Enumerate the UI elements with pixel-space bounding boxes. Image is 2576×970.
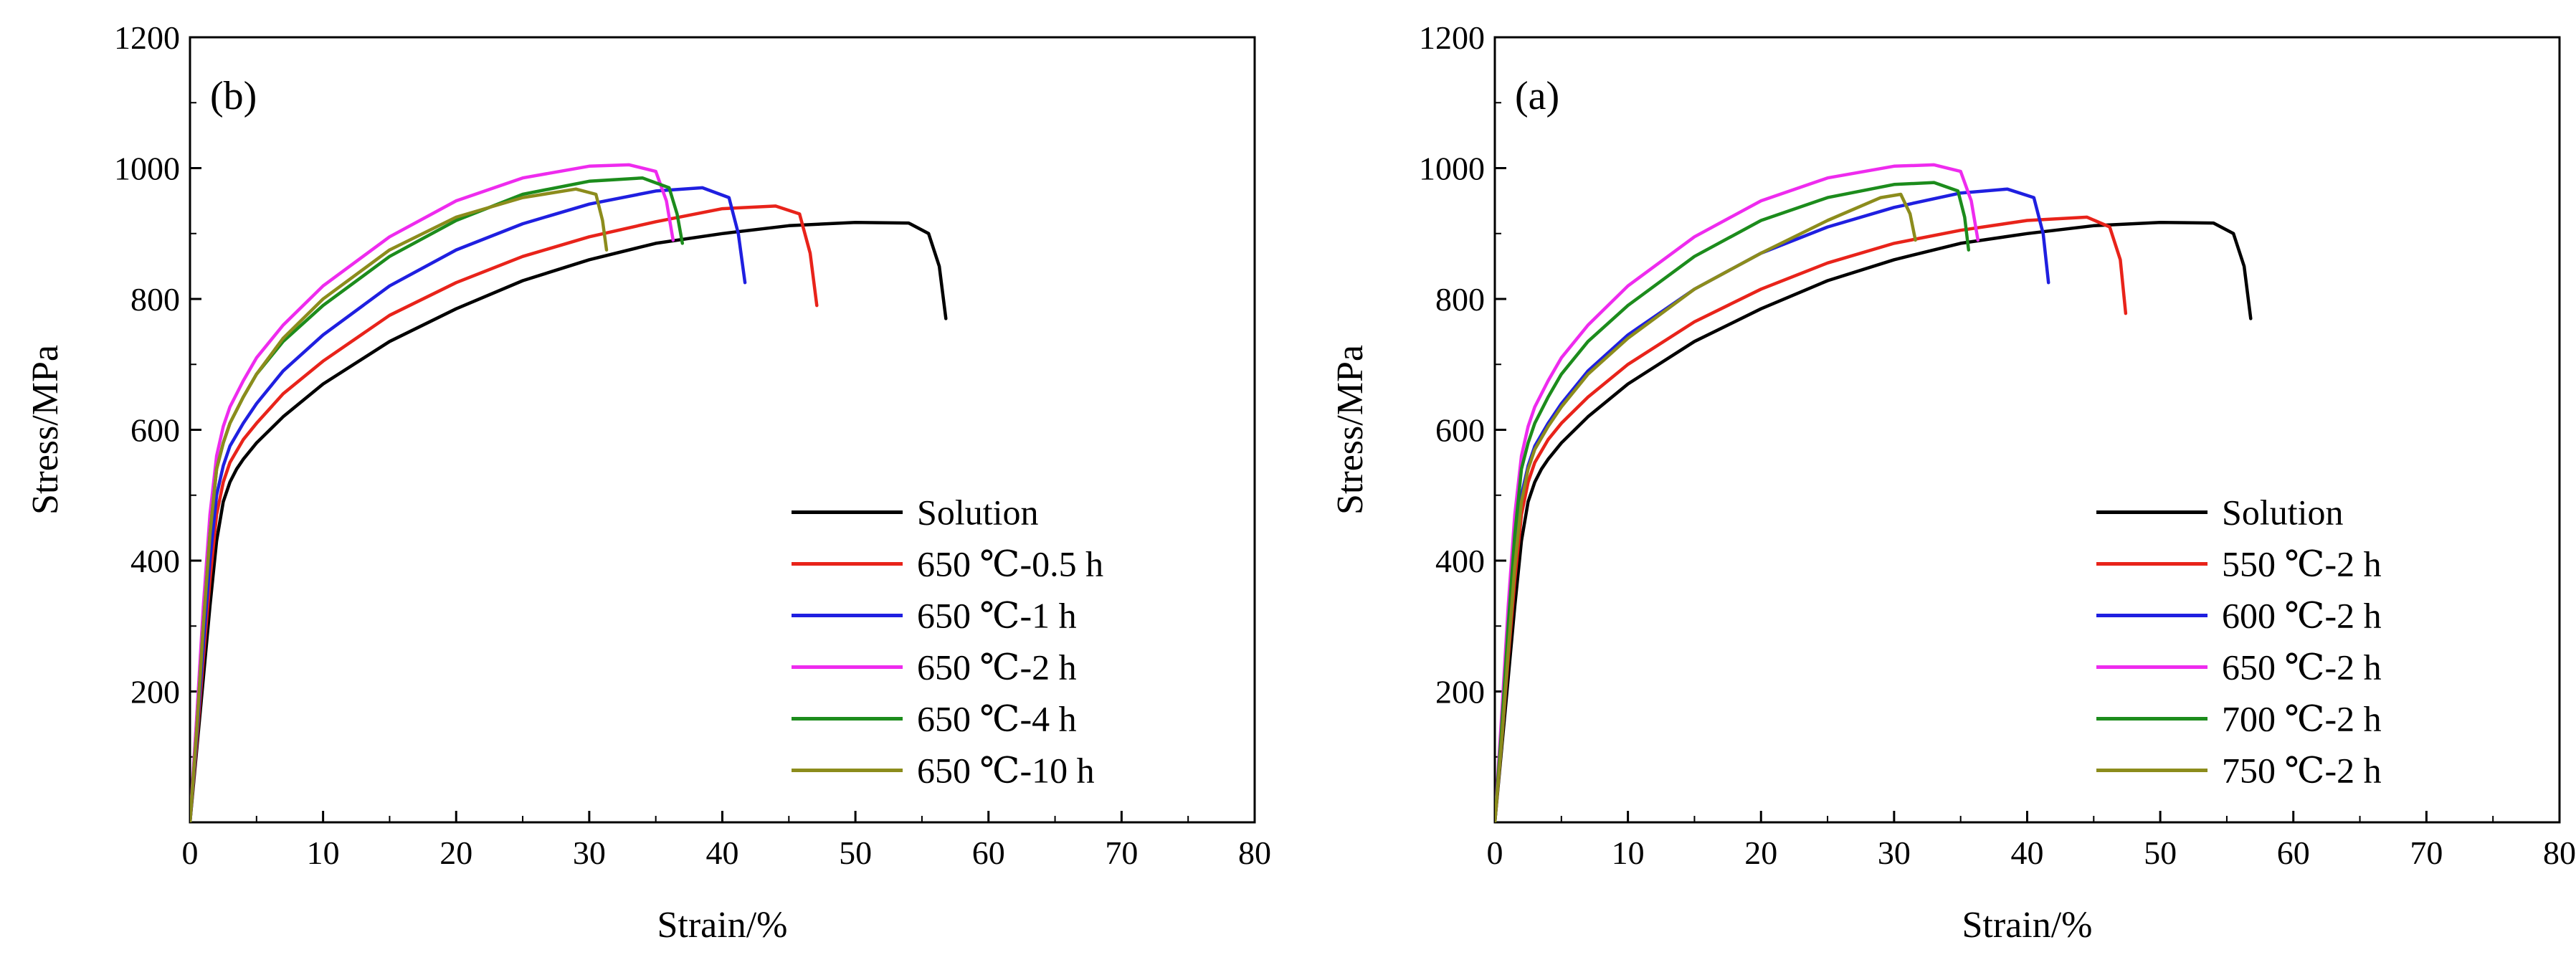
y-tick-label: 1000: [1419, 151, 1485, 187]
series-line: [1495, 215, 2128, 822]
x-tick-label: 50: [2144, 835, 2177, 871]
x-tick-label: 40: [706, 835, 739, 871]
plot-frame: [1493, 36, 2561, 824]
y-tick-label: 400: [130, 543, 180, 579]
panel-a: 0 10 20 30 40 50 60 70 80 200 400 600 800 1000 1200 Str…: [1330, 19, 2576, 946]
x-axis-title: Strain/%: [657, 905, 788, 946]
legend-label: 750 ℃-2 h: [2222, 750, 2382, 790]
y-tick-label: 1200: [114, 19, 180, 56]
series-line: [190, 163, 675, 822]
x-tick-label: 30: [1878, 835, 1911, 871]
series-line: [190, 176, 685, 822]
plot-frame: [189, 36, 1256, 824]
series-line: [190, 186, 747, 822]
series-line: [190, 204, 819, 822]
series-line: [190, 220, 948, 822]
legend-label: 650 ℃-1 h: [917, 595, 1077, 635]
legend-label: 650 ℃-0.5 h: [917, 543, 1103, 584]
x-axis-title: Strain/%: [1962, 905, 2093, 946]
x-tick-label: 10: [1612, 835, 1645, 871]
x-tick-label: 60: [972, 835, 1005, 871]
y-axis-title: Stress/MPa: [1330, 345, 1371, 515]
y-tick-label: 800: [1435, 281, 1485, 318]
series-group: [1495, 163, 2253, 822]
legend-label: Solution: [2222, 492, 2343, 532]
x-tick-label: 70: [1105, 835, 1138, 871]
legend-label: 650 ℃-2 h: [2222, 647, 2382, 687]
series-line: [1495, 163, 1980, 822]
series-line: [190, 187, 609, 822]
y-tick-label: 800: [130, 281, 180, 318]
x-tick-label: 60: [2277, 835, 2310, 871]
x-tick-label: 50: [839, 835, 872, 871]
x-tick-label: 30: [573, 835, 606, 871]
y-axis-title: Stress/MPa: [25, 345, 66, 515]
x-tick-label: 40: [2011, 835, 2044, 871]
series-line: [1495, 220, 2253, 822]
y-tick-label: 1000: [114, 151, 180, 187]
x-tick-label: 0: [182, 835, 199, 871]
legend-label: 700 ℃-2 h: [2222, 698, 2382, 738]
x-tick-label: 20: [1744, 835, 1777, 871]
legend-label: 650 ℃-4 h: [917, 698, 1077, 738]
x-tick-label: 20: [439, 835, 472, 871]
x-tick-label: 80: [2543, 835, 2576, 871]
legend-label: 600 ℃-2 h: [2222, 595, 2382, 635]
y-tick-label: 1200: [1419, 19, 1485, 56]
x-tick-label: 10: [307, 835, 340, 871]
x-tick-label: 80: [1238, 835, 1271, 871]
series-group: [190, 163, 948, 822]
legend-label: Solution: [917, 492, 1038, 532]
legend-label: 650 ℃-2 h: [917, 647, 1077, 687]
y-tick-label: 200: [130, 674, 180, 710]
panel-label: (a): [1515, 74, 1559, 118]
series-line: [1495, 192, 1917, 822]
legend: Solution 550 ℃-2 h 600 ℃-2 h 650 ℃-2 h 700 ℃…: [2096, 492, 2382, 790]
series-line: [1495, 181, 1971, 822]
x-tick-label: 70: [2410, 835, 2443, 871]
y-tick-label: 400: [1435, 543, 1485, 579]
y-tick-label: 600: [130, 412, 180, 449]
x-tick-label: 0: [1487, 835, 1503, 871]
panel-label: (b): [210, 74, 257, 118]
y-tick-label: 600: [1435, 412, 1485, 449]
legend: Solution 650 ℃-0.5 h 650 ℃-1 h 650 ℃-2 h 650…: [792, 492, 1103, 790]
legend-label: 550 ℃-2 h: [2222, 543, 2382, 584]
y-tick-label: 200: [1435, 674, 1485, 710]
panel-b: 0 10 20 30 40 50 60 70 80 200 400 600 800 1000 1200 Str…: [25, 19, 1271, 946]
legend-label: 650 ℃-10 h: [917, 750, 1095, 790]
